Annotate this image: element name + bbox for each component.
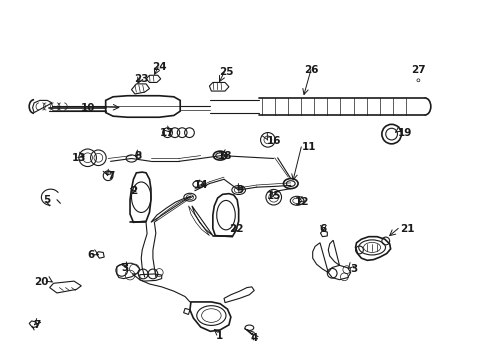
Text: 26: 26 [304, 64, 318, 75]
Text: 7: 7 [107, 171, 114, 181]
Text: 17: 17 [160, 128, 175, 138]
Text: 6: 6 [319, 225, 326, 234]
Text: 8: 8 [134, 150, 142, 161]
Text: 6: 6 [87, 250, 94, 260]
Text: 2: 2 [129, 186, 137, 196]
Text: 19: 19 [397, 129, 411, 138]
Text: 9: 9 [236, 185, 243, 195]
Text: 12: 12 [294, 197, 308, 207]
Text: 10: 10 [80, 103, 95, 113]
Text: 22: 22 [228, 225, 243, 234]
Text: 13: 13 [71, 153, 86, 163]
Text: 23: 23 [134, 74, 148, 84]
Text: 27: 27 [411, 64, 426, 75]
Text: 5: 5 [43, 195, 51, 205]
Text: 3: 3 [350, 264, 357, 274]
Text: 16: 16 [266, 136, 280, 145]
Text: 7: 7 [33, 320, 40, 330]
Text: 18: 18 [217, 150, 232, 161]
Text: 14: 14 [193, 180, 207, 190]
Text: 4: 4 [250, 333, 257, 343]
Text: 3: 3 [122, 263, 128, 273]
Text: 25: 25 [218, 67, 233, 77]
Text: 11: 11 [302, 142, 316, 152]
Text: 21: 21 [400, 225, 414, 234]
Text: 20: 20 [34, 277, 49, 287]
Text: 15: 15 [266, 191, 281, 201]
Text: 24: 24 [152, 62, 166, 72]
Text: 1: 1 [215, 331, 223, 341]
